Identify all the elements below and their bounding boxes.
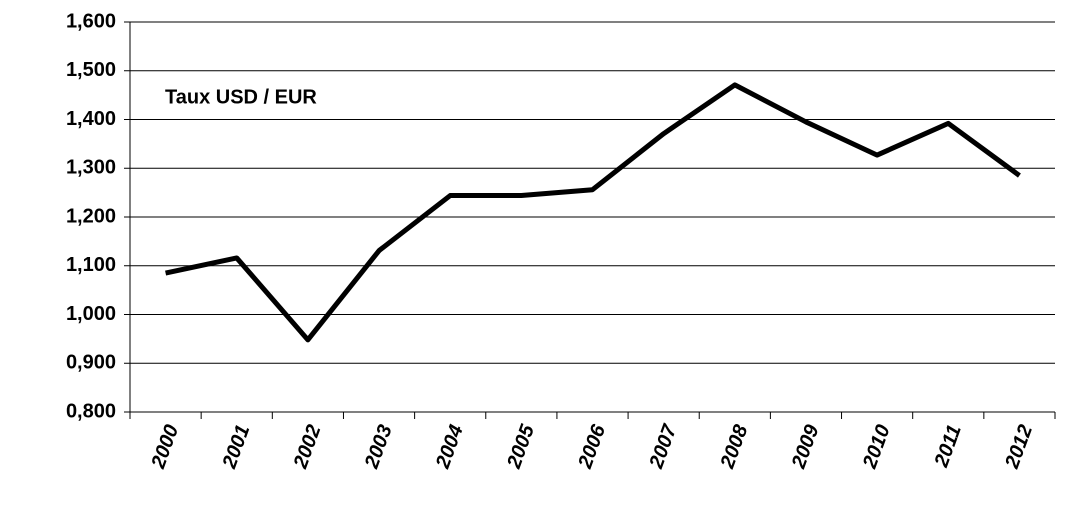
annotation: Taux USD / EUR [165, 86, 317, 108]
y-tick-label: 1,100 [66, 254, 116, 276]
x-tick-label: 2002 [289, 422, 325, 472]
line-series [165, 82, 1021, 343]
x-tick-label: 2011 [930, 422, 966, 471]
y-tick-label: 1,300 [66, 157, 116, 179]
y-tick-label: 1,400 [66, 108, 116, 130]
x-tick-label: 2010 [859, 422, 895, 472]
x-tick-label: 2009 [787, 421, 824, 472]
x-tick-label: 2007 [645, 421, 682, 472]
y-tick-label: 0,800 [66, 400, 116, 422]
y-tick-label: 1,200 [66, 205, 116, 227]
y-tick-label: 1,500 [66, 59, 116, 81]
y-tick-label: 1,600 [66, 10, 116, 32]
y-tick-label: 0,900 [66, 352, 116, 374]
x-tick-label: 2001 [218, 422, 254, 472]
x-tick-label: 2005 [503, 421, 540, 472]
x-tick-label: 2003 [360, 422, 396, 472]
x-tick-label: 2006 [574, 421, 611, 472]
x-tick-label: 2008 [716, 421, 753, 472]
x-tick-label: 2000 [147, 422, 183, 472]
y-tick-label: 1,000 [66, 303, 116, 325]
x-tick-label: 2004 [432, 422, 468, 472]
x-tick-label: 2012 [1001, 422, 1037, 472]
